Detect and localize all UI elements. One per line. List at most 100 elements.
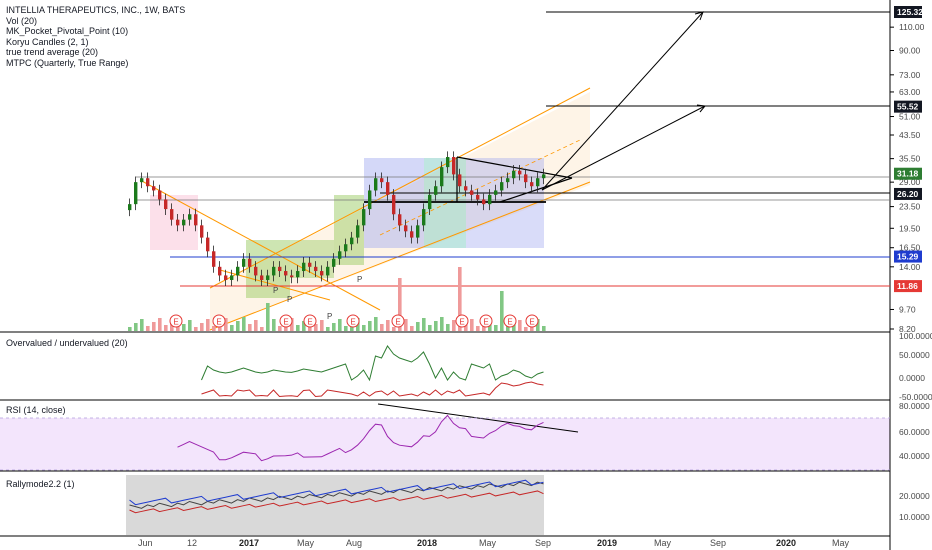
candle-55 [458,174,462,187]
overvalued-axis-0: 100.0000 [899,331,932,341]
chart-legend: INTELLIA THERAPEUTICS, INC., 1W, BATS Vo… [6,5,185,69]
price-label-0: 110.00 [899,22,925,32]
candle-8 [176,219,180,226]
price-tag-2: 31.18 [894,167,922,180]
volume-bar-18 [236,321,240,331]
candle-64 [512,170,516,179]
volume-bar-3 [146,326,150,331]
volume-bar-43 [386,320,390,331]
earnings-marker-9 [525,314,539,328]
candle-56 [464,186,468,191]
rally-line-2 [129,490,544,514]
candle-0 [128,204,132,211]
candle-11 [194,214,198,226]
volume-bar-20 [248,324,252,331]
price-tag-4: 15.29 [894,250,922,263]
candle-51 [434,186,438,195]
volume-bar-42 [380,324,384,331]
candle-42 [380,178,384,183]
time-label-9: May [654,538,672,548]
volume-bar-27 [290,318,294,331]
candle-46 [404,225,408,232]
candle-53 [446,157,450,168]
rally-axis-0: 20.0000 [899,491,930,501]
volume-bar-66 [524,327,528,331]
time-label-10: Sep [710,538,726,548]
candle-31 [314,266,318,272]
volume-bar-19 [242,317,246,331]
candle-69 [542,174,546,179]
candle-18 [236,266,240,276]
volume-bar-16 [224,318,228,331]
volume-bar-1 [134,323,138,331]
candle-58 [476,194,480,200]
earnings-marker-2 [279,314,293,328]
rally-pane-label[interactable]: Rallymode2.2 (1) [6,479,75,489]
candle-19 [242,258,246,267]
volume-bar-33 [326,327,330,331]
candle-30 [308,262,312,267]
volume-bar-45 [398,278,402,331]
volume-bar-61 [494,325,498,331]
volume-bar-62 [500,291,504,331]
volume-bar-64 [512,324,516,331]
earnings-marker-label-7: E [483,318,488,327]
volume-bar-52 [440,317,444,331]
candle-4 [152,186,156,191]
candle-38 [356,225,360,238]
candle-27 [290,275,294,278]
price-label-9: 19.50 [899,223,921,233]
price-label-10: 16.50 [899,243,921,253]
price-tag-text-3: 26.20 [897,189,919,199]
candle-16 [224,275,228,280]
legend-vol[interactable]: Vol (20) [6,15,38,26]
candle-52 [440,167,444,187]
legend-pivot-point[interactable]: MK_Pocket_Pivotal_Point (10) [6,26,129,37]
price-tag-0: 125.32 [894,6,923,18]
legend-mtpc[interactable]: MTPC (Quarterly, True Range) [6,57,129,68]
volume-bar-44 [392,327,396,331]
volume-bar-47 [410,326,414,331]
volume-bar-22 [260,327,264,331]
price-label-12: 9.70 [899,304,916,314]
pivot-marker-3: P [357,275,362,284]
earnings-marker-label-5: E [395,318,400,327]
candle-45 [398,214,402,226]
overvalued-axis-2: 0.0000 [899,373,925,383]
price-label-8: 23.50 [899,202,921,212]
legend-koryu-candles[interactable]: Koryu Candles (2, 1) [6,36,89,47]
volume-bar-69 [542,326,546,331]
legend-trend-average[interactable]: true trend average (20) [6,47,99,58]
volume-bar-49 [422,318,426,331]
volume-bar-11 [194,327,198,331]
price-label-3: 63.00 [899,87,921,97]
price-tag-text-1: 55.52 [897,102,919,112]
rsi-line [177,414,544,462]
candle-23 [266,275,270,280]
time-label-11: 2020 [776,538,796,548]
earnings-marker-label-2: E [283,318,288,327]
earnings-marker-8 [503,314,517,328]
candle-24 [272,266,276,276]
price-label-4: 51.00 [899,112,921,122]
chart-title: INTELLIA THERAPEUTICS, INC., 1W, BATS [6,5,186,15]
rsi-pane-label[interactable]: RSI (14, close) [6,405,66,415]
candle-43 [386,182,390,195]
earnings-marker-5 [391,314,405,328]
price-label-2: 73.00 [899,70,921,80]
volume-bar-39 [362,325,366,331]
candle-65 [518,170,522,175]
volume-bar-36 [344,326,348,331]
volume-bar-5 [158,318,162,331]
candle-50 [428,194,432,210]
price-label-11: 14.00 [899,262,921,272]
indicator-lines [129,345,544,514]
candle-32 [320,271,324,276]
price-axis: 110.00 90.00 73.00 63.00 51.00 43.50 35.50 29.0… [890,22,925,334]
volume-bar-7 [170,321,174,331]
overvalued-pane-label[interactable]: Overvalued / undervalued (20) [6,338,128,348]
undervalued-line [201,381,544,398]
volume-bar-54 [452,320,456,331]
